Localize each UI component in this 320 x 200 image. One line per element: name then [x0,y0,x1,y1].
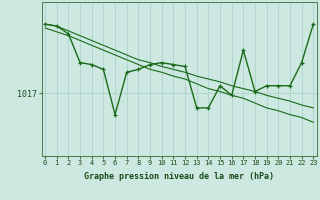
X-axis label: Graphe pression niveau de la mer (hPa): Graphe pression niveau de la mer (hPa) [84,172,274,181]
